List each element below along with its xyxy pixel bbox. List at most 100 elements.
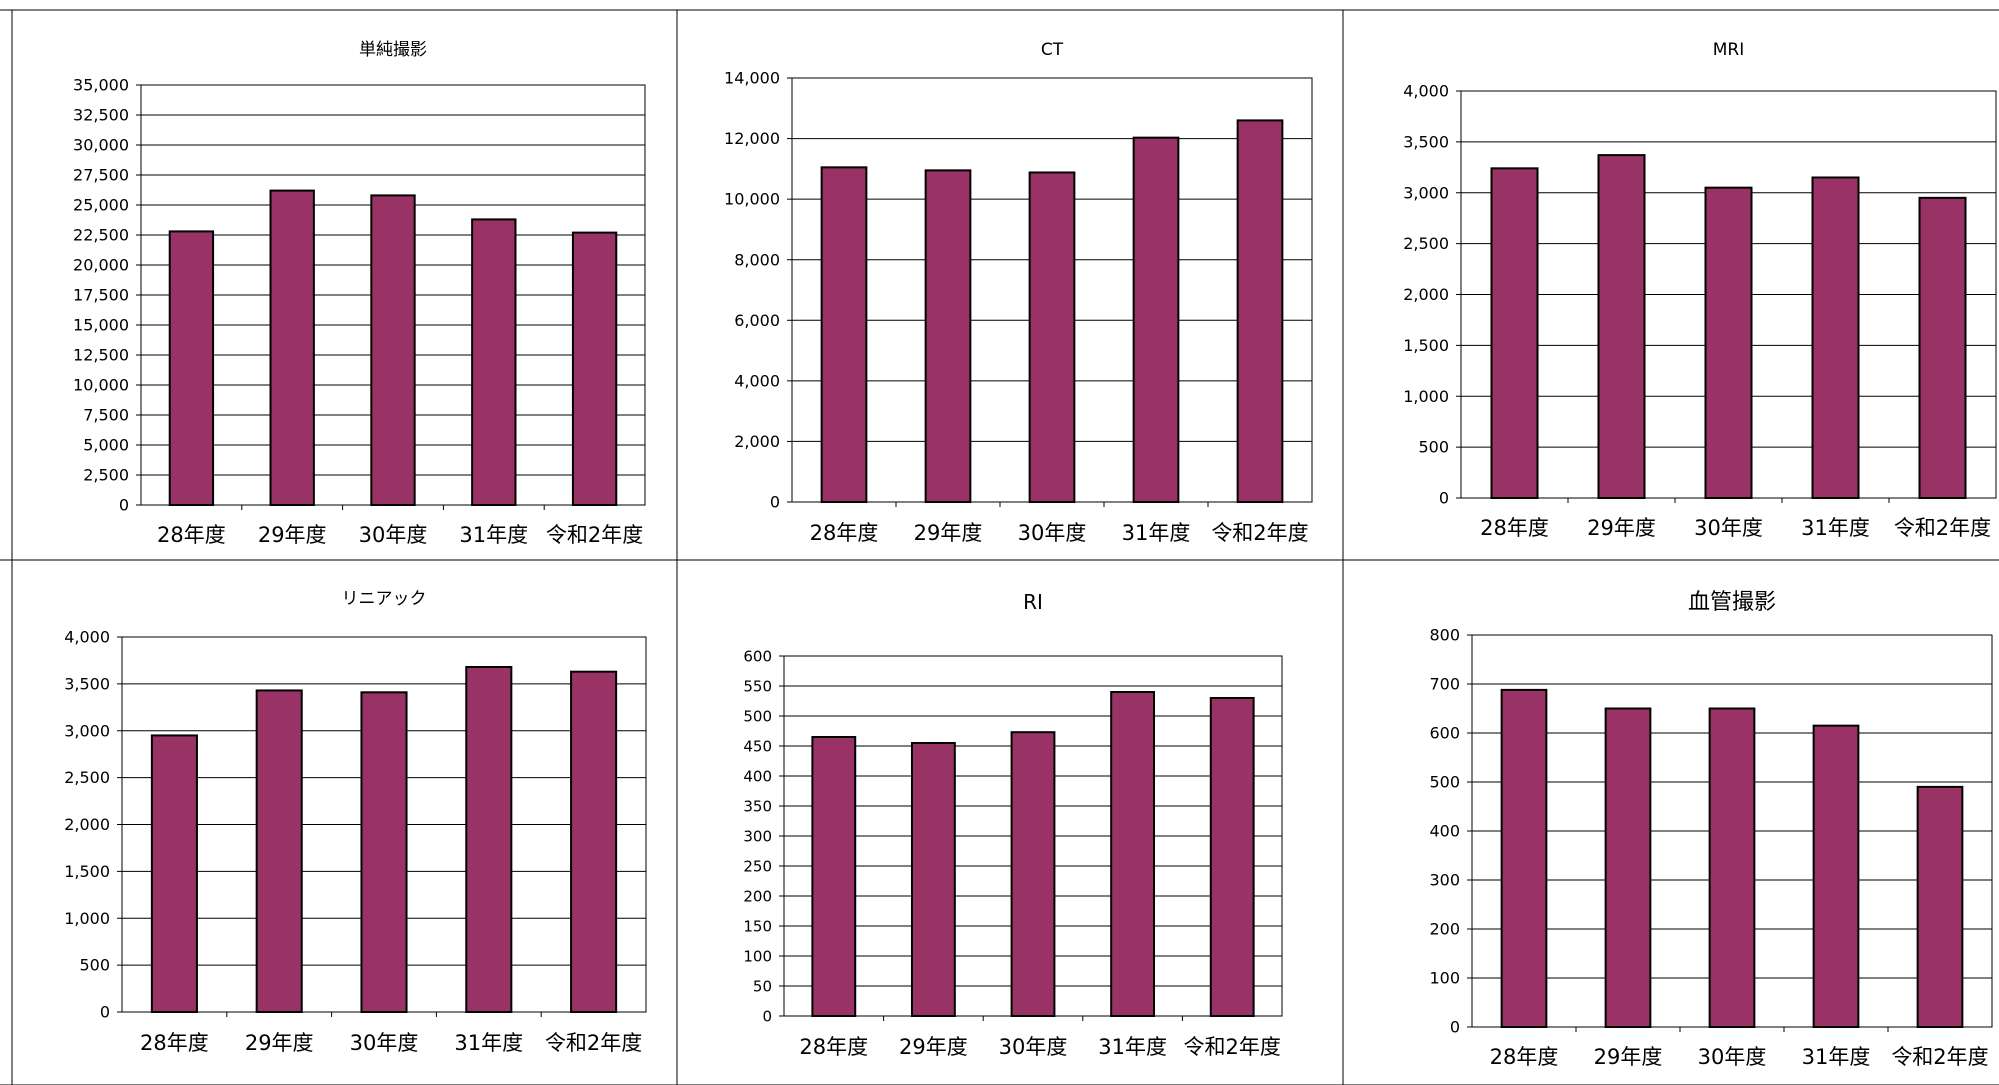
y-tick-label: 1,000 — [64, 909, 110, 928]
chart-2: MRI 0 500 1,000 1,500 2,000 2,500 3,000 3,500 4,0… — [1403, 40, 1997, 540]
y-tick-label: 30,000 — [73, 136, 129, 155]
category-label: 30年度 — [1698, 1045, 1767, 1069]
category-label: 28年度 — [1490, 1045, 1559, 1069]
bar-3 — [1812, 724, 1860, 1029]
bar-0 — [1500, 688, 1548, 1028]
y-tick-label: 35,000 — [73, 76, 129, 95]
bar-2 — [370, 194, 416, 506]
category-label: 30年度 — [999, 1035, 1068, 1059]
y-tick-label: 500 — [1418, 438, 1449, 457]
bar-3 — [1132, 136, 1180, 503]
y-tick-label: 1,500 — [1403, 336, 1449, 355]
y-tick-label: 12,000 — [724, 129, 780, 148]
category-label: 30年度 — [1694, 516, 1763, 540]
y-tick-label: 2,000 — [1403, 285, 1449, 304]
bar-4 — [571, 231, 618, 506]
y-tick-label: 20,000 — [73, 256, 129, 275]
bar-1 — [924, 169, 972, 503]
category-label: 30年度 — [1018, 521, 1087, 545]
y-tick-label: 300 — [743, 827, 772, 845]
category-label: 31年度 — [1098, 1035, 1167, 1059]
y-tick-label: 200 — [743, 887, 772, 905]
category-label: 29年度 — [899, 1035, 968, 1059]
bar-0 — [150, 734, 198, 1013]
category-label: 令和2年度 — [546, 523, 643, 547]
y-tick-label: 2,500 — [83, 466, 129, 485]
category-label: 令和2年度 — [545, 1031, 642, 1055]
y-tick-label: 550 — [743, 677, 772, 695]
y-tick-label: 5,000 — [83, 436, 129, 455]
y-tick-label: 3,500 — [1403, 132, 1449, 151]
y-tick-label: 27,500 — [73, 166, 129, 185]
y-tick-label: 1,000 — [1403, 387, 1449, 406]
category-label: 28年度 — [157, 523, 226, 547]
bar-2 — [1708, 707, 1756, 1028]
y-tick-label: 3,500 — [64, 674, 110, 693]
category-label: 31年度 — [454, 1031, 523, 1055]
bar-0 — [168, 230, 215, 506]
bar-0 — [811, 736, 857, 1017]
y-tick-label: 1,500 — [64, 862, 110, 881]
y-tick-label: 17,500 — [73, 286, 129, 305]
y-tick-label: 10,000 — [73, 376, 129, 395]
y-tick-label: 4,000 — [64, 628, 110, 647]
y-tick-label: 150 — [743, 917, 772, 935]
y-tick-label: 15,000 — [73, 316, 129, 335]
bar-4 — [1236, 119, 1284, 504]
y-tick-label: 14,000 — [724, 69, 780, 88]
bar-1 — [1604, 707, 1652, 1028]
y-tick-label: 200 — [1429, 920, 1460, 939]
category-label: 29年度 — [1587, 516, 1656, 540]
category-label: 31年度 — [1801, 516, 1870, 540]
y-tick-label: 450 — [743, 737, 772, 755]
category-label: 28年度 — [799, 1035, 868, 1059]
category-label: 29年度 — [1594, 1045, 1663, 1069]
bar-1 — [269, 189, 315, 506]
y-tick-label: 0 — [762, 1007, 772, 1025]
y-tick-label: 22,500 — [73, 226, 129, 245]
bar-2 — [1028, 171, 1076, 503]
y-tick-label: 50 — [753, 977, 772, 995]
category-label: 30年度 — [350, 1031, 419, 1055]
category-label: 28年度 — [140, 1031, 209, 1055]
y-tick-label: 800 — [1429, 626, 1460, 645]
category-label: 29年度 — [914, 521, 983, 545]
y-tick-label: 4,000 — [1403, 82, 1449, 101]
y-tick-label: 2,500 — [64, 768, 110, 787]
y-tick-label: 10,000 — [724, 190, 780, 209]
chart-title: リニアック — [342, 589, 427, 609]
chart-title: 血管撮影 — [1688, 590, 1776, 615]
bar-2 — [360, 691, 408, 1013]
bar-4 — [570, 670, 618, 1013]
chart-title: CT — [1041, 40, 1064, 60]
y-tick-label: 600 — [1429, 724, 1460, 743]
y-tick-label: 3,000 — [64, 721, 110, 740]
y-tick-label: 25,000 — [73, 196, 129, 215]
category-label: 31年度 — [459, 523, 528, 547]
chart-title: RI — [1023, 590, 1043, 614]
category-label: 令和2年度 — [1891, 1045, 1988, 1069]
y-tick-label: 500 — [79, 956, 110, 975]
chart-5: 血管撮影 0 100 200 300 400 500 600 700 800 28年度 29年度 30年… — [1429, 590, 1993, 1069]
chart-4: RI 0 50 100 150 200 250 300 350 400 450 500 550 600 28… — [743, 590, 1283, 1059]
y-tick-label: 0 — [770, 493, 780, 512]
y-tick-label: 2,000 — [64, 815, 110, 834]
y-tick-label: 2,500 — [1403, 234, 1449, 253]
bar-2 — [1704, 186, 1753, 499]
y-tick-label: 100 — [743, 947, 772, 965]
chart-3: リニアック 0 500 1,000 1,500 2,000 2,500 3,000 3,500 4… — [64, 589, 647, 1055]
bar-4 — [1918, 196, 1967, 499]
y-tick-label: 32,500 — [73, 106, 129, 125]
chart-0: 単純撮影 0 2,500 5,000 7,500 10,000 12,500 15,000 17… — [73, 40, 646, 547]
bar-3 — [1110, 691, 1156, 1017]
y-tick-label: 400 — [1429, 822, 1460, 841]
y-tick-label: 0 — [1450, 1018, 1460, 1037]
y-tick-label: 12,500 — [73, 346, 129, 365]
bar-3 — [471, 218, 517, 506]
y-tick-label: 8,000 — [734, 250, 780, 269]
category-label: 令和2年度 — [1894, 516, 1991, 540]
bar-1 — [255, 689, 303, 1013]
y-tick-label: 500 — [743, 707, 772, 725]
bar-0 — [1490, 167, 1539, 500]
